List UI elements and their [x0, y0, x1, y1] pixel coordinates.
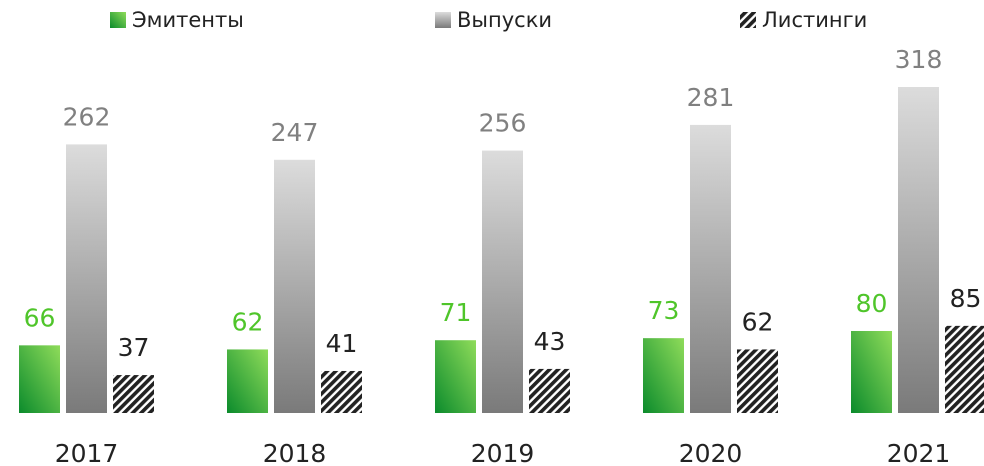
bar: [690, 124, 731, 413]
bar: [737, 349, 778, 413]
x-tick-label: 2019: [471, 439, 535, 466]
value-label: 256: [479, 109, 527, 138]
value-label: 247: [271, 118, 319, 147]
value-label: 85: [950, 284, 982, 313]
bar: [19, 345, 60, 413]
legend-swatch: [110, 12, 126, 28]
value-label: 262: [63, 102, 111, 131]
value-label: 281: [687, 83, 735, 112]
bar: [529, 368, 570, 413]
value-label: 41: [326, 329, 358, 358]
legend-swatch: [740, 12, 756, 28]
x-tick-label: 2021: [887, 439, 951, 466]
x-tick-label: 2018: [263, 439, 327, 466]
value-label: 318: [895, 45, 943, 74]
legend-label: Листинги: [762, 8, 867, 32]
legend-swatch: [435, 12, 451, 28]
value-label: 62: [742, 307, 774, 336]
legend-label: Эмитенты: [132, 8, 244, 32]
bar: [274, 159, 315, 413]
bar: [113, 375, 154, 413]
x-tick-label: 2020: [679, 439, 743, 466]
value-label: 43: [534, 327, 566, 356]
bar: [435, 340, 476, 413]
bar: [898, 87, 939, 413]
bar: [482, 150, 523, 413]
bar: [321, 370, 362, 413]
x-tick-label: 2017: [55, 439, 119, 466]
value-label: 37: [118, 333, 150, 362]
value-label: 71: [440, 298, 472, 327]
bar: [851, 330, 892, 413]
value-label: 66: [24, 303, 56, 332]
bar: [643, 338, 684, 413]
value-label: 73: [648, 296, 680, 325]
legend-label: Выпуски: [457, 8, 552, 32]
value-label: 62: [232, 307, 264, 336]
bar: [66, 144, 107, 413]
bar: [227, 349, 268, 413]
value-label: 80: [856, 289, 888, 318]
bar: [945, 325, 984, 413]
